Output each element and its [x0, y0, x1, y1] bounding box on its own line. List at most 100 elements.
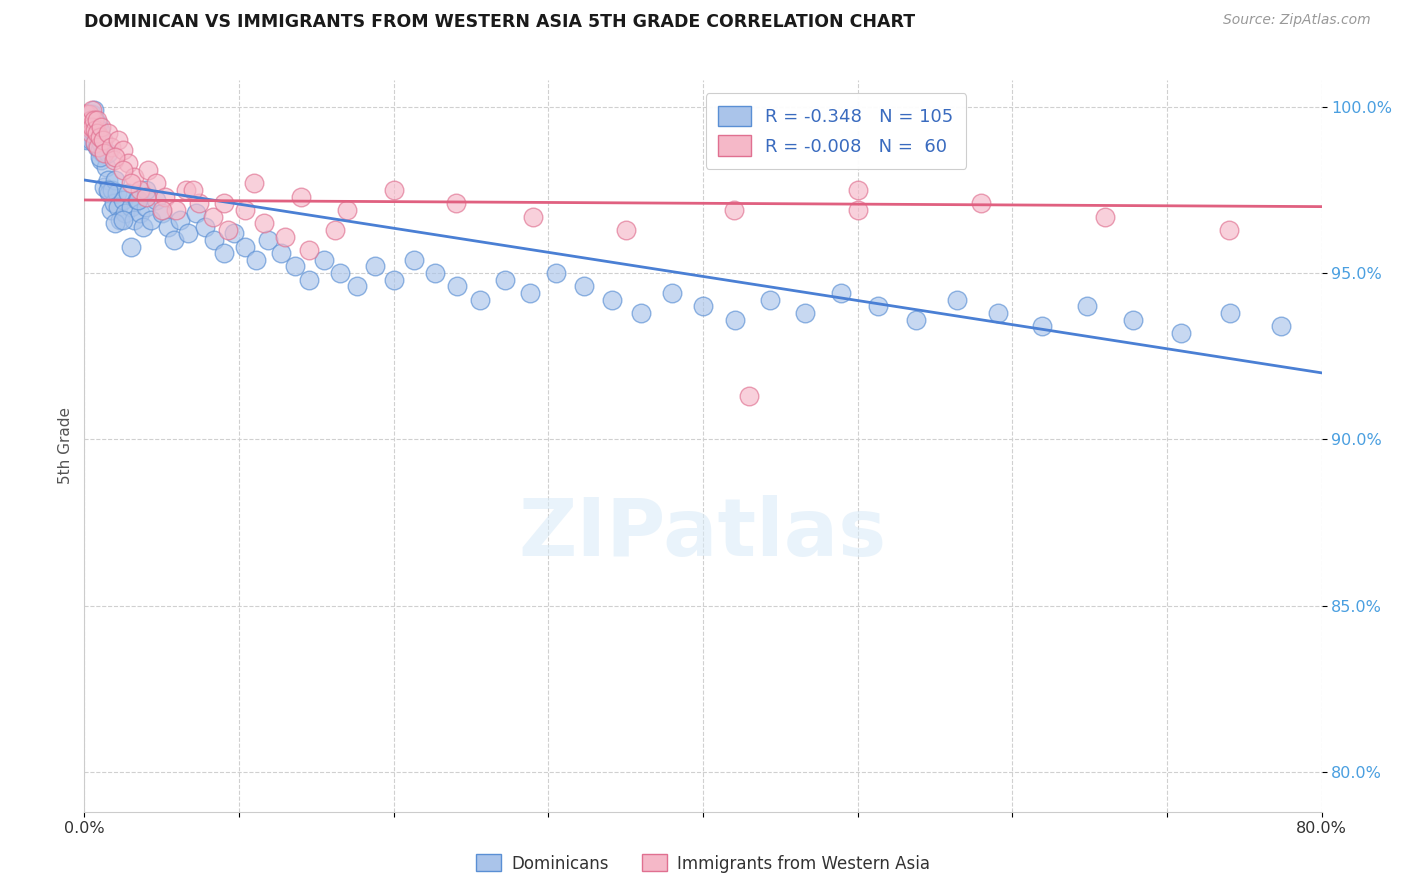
Point — [323, 223, 346, 237]
Point — [724, 312, 747, 326]
Point — [90, 136, 112, 151]
Point — [87, 129, 110, 144]
Point — [153, 189, 176, 203]
Point — [98, 186, 121, 201]
Point — [1170, 326, 1192, 340]
Point — [90, 153, 112, 167]
Point — [1270, 319, 1292, 334]
Point — [297, 243, 319, 257]
Point — [105, 186, 128, 201]
Point — [84, 136, 107, 151]
Point — [89, 123, 111, 137]
Point — [169, 213, 191, 227]
Point — [830, 286, 852, 301]
Point — [184, 206, 207, 220]
Point — [522, 210, 544, 224]
Point — [77, 110, 100, 124]
Point — [100, 140, 122, 154]
Point — [661, 286, 683, 301]
Point — [79, 120, 101, 134]
Point — [446, 279, 468, 293]
Point — [117, 186, 139, 201]
Point — [107, 133, 129, 147]
Point — [866, 299, 889, 313]
Point — [194, 219, 217, 234]
Point — [125, 193, 148, 207]
Point — [103, 153, 125, 167]
Point — [122, 213, 145, 227]
Point — [91, 133, 114, 147]
Point — [91, 146, 114, 161]
Text: Source: ZipAtlas.com: Source: ZipAtlas.com — [1223, 13, 1371, 28]
Point — [257, 233, 280, 247]
Point — [77, 120, 100, 134]
Point — [104, 216, 127, 230]
Point — [112, 143, 135, 157]
Point — [284, 260, 307, 274]
Text: ZIPatlas: ZIPatlas — [519, 495, 887, 573]
Point — [336, 202, 359, 217]
Point — [90, 120, 112, 134]
Point — [76, 116, 98, 130]
Point — [1076, 299, 1098, 313]
Point — [104, 173, 127, 187]
Point — [120, 177, 142, 191]
Point — [94, 160, 117, 174]
Point — [86, 113, 108, 128]
Point — [89, 129, 111, 144]
Point — [600, 293, 623, 307]
Point — [127, 193, 149, 207]
Point — [519, 286, 541, 301]
Point — [253, 216, 276, 230]
Point — [135, 183, 157, 197]
Point — [494, 273, 516, 287]
Legend: R = -0.348   N = 105, R = -0.008   N =  60: R = -0.348 N = 105, R = -0.008 N = 60 — [706, 93, 966, 169]
Point — [723, 202, 745, 217]
Point — [156, 219, 179, 234]
Point — [546, 266, 568, 280]
Point — [77, 106, 100, 120]
Point — [297, 273, 319, 287]
Point — [91, 133, 114, 147]
Point — [846, 202, 869, 217]
Point — [107, 200, 129, 214]
Point — [79, 127, 101, 141]
Point — [108, 213, 131, 227]
Point — [470, 293, 492, 307]
Point — [1218, 223, 1240, 237]
Point — [82, 123, 104, 137]
Point — [79, 133, 101, 147]
Point — [96, 146, 118, 161]
Point — [136, 163, 159, 178]
Point — [364, 260, 387, 274]
Point — [224, 226, 246, 240]
Y-axis label: 5th Grade: 5th Grade — [58, 408, 73, 484]
Point — [114, 206, 136, 220]
Point — [738, 389, 761, 403]
Point — [83, 103, 105, 118]
Point — [165, 202, 187, 217]
Point — [139, 213, 162, 227]
Point — [1094, 210, 1116, 224]
Point — [112, 213, 135, 227]
Point — [129, 183, 152, 197]
Point — [212, 196, 235, 211]
Point — [245, 252, 267, 267]
Point — [83, 113, 105, 128]
Point — [346, 279, 368, 293]
Point — [402, 252, 425, 267]
Point — [290, 189, 312, 203]
Point — [93, 146, 115, 161]
Point — [444, 196, 467, 211]
Point — [82, 120, 104, 134]
Point — [135, 189, 157, 203]
Point — [233, 202, 256, 217]
Point — [76, 133, 98, 147]
Point — [243, 177, 266, 191]
Point — [117, 156, 139, 170]
Text: DOMINICAN VS IMMIGRANTS FROM WESTERN ASIA 5TH GRADE CORRELATION CHART: DOMINICAN VS IMMIGRANTS FROM WESTERN ASI… — [84, 13, 915, 31]
Point — [1376, 312, 1399, 326]
Point — [82, 103, 104, 118]
Point — [150, 202, 173, 217]
Point — [758, 293, 780, 307]
